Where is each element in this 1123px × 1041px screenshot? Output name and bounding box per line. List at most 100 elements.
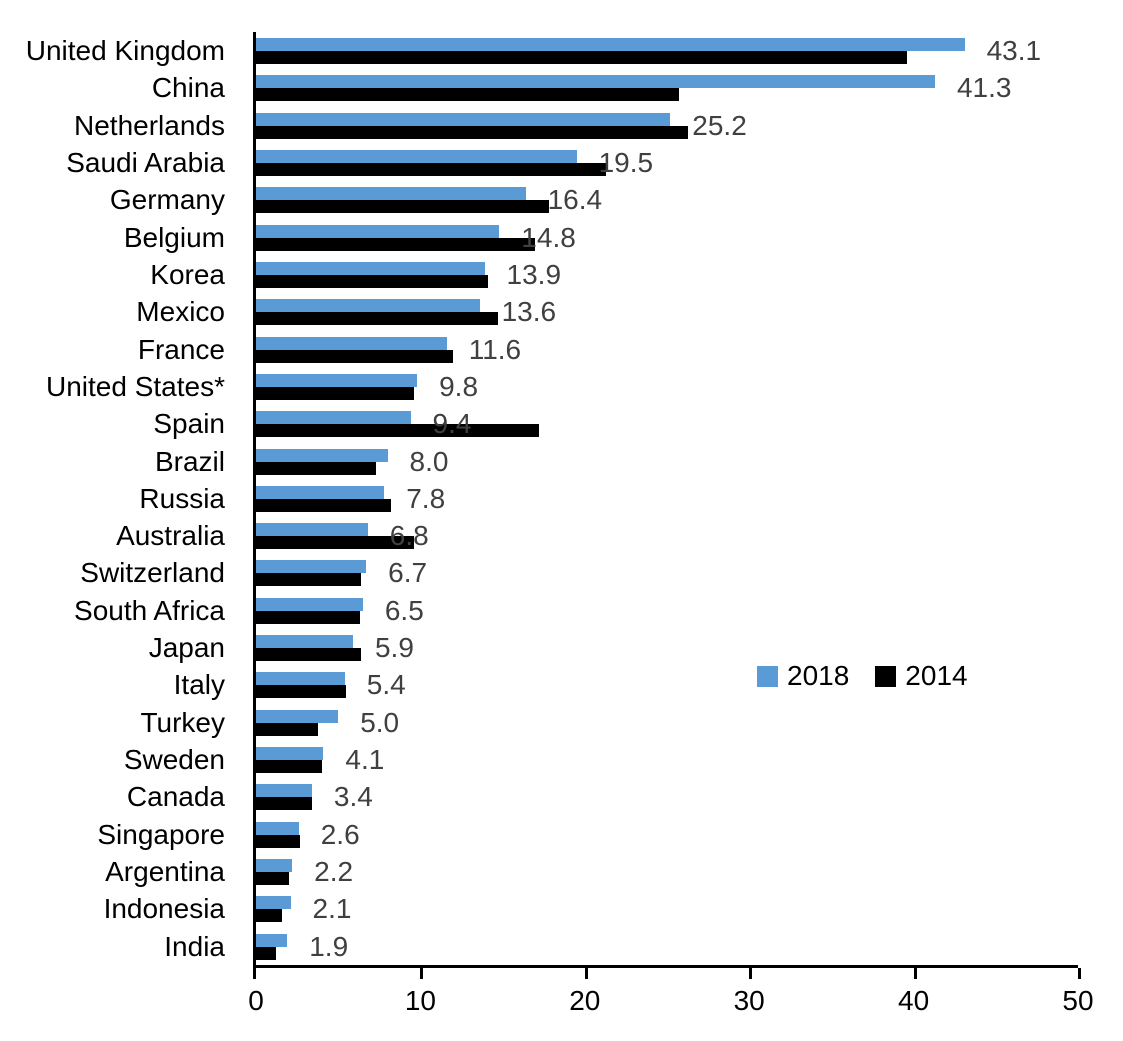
- bar-2018: [256, 933, 288, 947]
- category-label: Indonesia: [103, 893, 225, 925]
- plot-area: 43.1 41.3 25.2 19.5 16.4 14.8 13.9 13.6 11.6 9.8 9…: [248, 32, 1094, 1016]
- bar-2014: [256, 797, 312, 811]
- bar-2014: [256, 312, 498, 326]
- value-label: 6.7: [388, 557, 428, 589]
- bar-2018: [256, 411, 411, 425]
- bar-2014: [256, 162, 607, 176]
- legend-item-2018: 2018: [757, 661, 849, 691]
- value-label: 14.8: [521, 221, 576, 253]
- value-label: 2.6: [320, 818, 360, 850]
- x-axis-tick-label: 50: [1062, 985, 1094, 1016]
- category-label: Brazil: [154, 445, 225, 477]
- x-axis-tick-label: 10: [404, 985, 436, 1016]
- x-axis-tick-label: 20: [569, 985, 601, 1016]
- bar-2014: [256, 424, 539, 438]
- bar-2018: [256, 149, 577, 163]
- x-axis-tick-label: 40: [898, 985, 930, 1016]
- value-label: 6.5: [384, 594, 424, 626]
- category-label: Australia: [116, 520, 225, 552]
- bar-2018: [256, 336, 447, 350]
- bar-2014: [256, 685, 347, 699]
- bar-2014: [256, 760, 322, 774]
- value-label: 16.4: [547, 184, 603, 216]
- bar-2014: [256, 51, 908, 64]
- value-label: 5.4: [366, 669, 406, 701]
- category-label: South Africa: [74, 594, 225, 626]
- bar-2014: [256, 274, 488, 288]
- x-axis-tick-label: 30: [733, 985, 765, 1016]
- bar-2018: [256, 38, 965, 51]
- legend-swatch-2018: [757, 665, 778, 687]
- value-label: 25.2: [692, 109, 747, 141]
- bar-2014: [256, 88, 679, 102]
- category-label: Argentina: [105, 856, 225, 888]
- bar-2018: [256, 299, 480, 313]
- value-label: 5.9: [374, 632, 414, 664]
- bar-2014: [256, 872, 289, 886]
- category-label: Sweden: [123, 744, 225, 776]
- value-label: 1.9: [309, 930, 349, 962]
- bar-2018: [256, 112, 671, 126]
- bar-2014: [256, 722, 319, 736]
- category-label: China: [151, 72, 225, 104]
- category-label: Spain: [153, 408, 225, 440]
- legend: 2018 2014: [757, 661, 968, 691]
- bar-2014: [256, 125, 689, 139]
- bar-2014: [256, 200, 549, 214]
- category-label: Turkey: [140, 706, 225, 738]
- x-axis-tick: [420, 968, 424, 979]
- bar-2018: [256, 635, 353, 649]
- value-label: 43.1: [986, 35, 1042, 66]
- bar-2014: [256, 573, 362, 587]
- category-label: India: [164, 930, 225, 962]
- bar-2018: [256, 373, 418, 387]
- value-label: 19.5: [598, 146, 654, 178]
- bar-2014: [256, 237, 536, 251]
- legend-item-2014: 2014: [875, 660, 968, 691]
- bar-2018: [256, 859, 293, 873]
- bar-2014: [256, 498, 391, 512]
- category-label: Singapore: [97, 818, 225, 850]
- category-label: Belgium: [123, 221, 225, 253]
- bar-2014: [256, 909, 283, 923]
- category-label: Saudi Arabia: [66, 146, 225, 178]
- bar-2014: [256, 386, 414, 400]
- x-axis-tick: [913, 968, 917, 979]
- value-label: 5.0: [360, 706, 400, 738]
- value-label: 13.6: [501, 296, 557, 328]
- bar-2018: [256, 523, 368, 537]
- category-label: Korea: [150, 258, 225, 290]
- category-label: Japan: [148, 632, 225, 664]
- value-label: 41.3: [956, 72, 1012, 104]
- legend-label-2014: 2014: [905, 660, 968, 691]
- bar-2018: [256, 485, 385, 499]
- value-label: 11.6: [468, 333, 522, 365]
- bar-2018: [256, 896, 291, 910]
- bar-2014: [256, 946, 276, 960]
- value-label: 3.4: [333, 781, 373, 813]
- category-label: Switzerland: [80, 557, 225, 589]
- bar-2014: [256, 349, 454, 363]
- bar-2018: [256, 75, 935, 89]
- value-label: 7.8: [406, 482, 446, 514]
- category-label: United States*: [46, 370, 225, 402]
- category-label: Italy: [173, 669, 225, 701]
- bar-2018: [256, 448, 388, 462]
- bar-2018: [256, 709, 339, 723]
- bar-2018: [256, 597, 363, 611]
- value-label: 6.8: [389, 520, 429, 552]
- legend-label-2018: 2018: [787, 660, 850, 691]
- value-label: 13.9: [506, 258, 562, 290]
- bar-2018: [256, 672, 345, 686]
- category-label: Germany: [109, 184, 225, 216]
- bar-2018: [256, 187, 526, 201]
- bar-2014: [256, 610, 360, 624]
- category-label: Russia: [139, 482, 225, 514]
- category-label: Canada: [126, 781, 225, 813]
- x-axis-tick: [253, 968, 256, 979]
- category-label: United Kingdom: [25, 35, 225, 66]
- value-label: 2.2: [314, 856, 354, 888]
- x-axis-tick: [749, 968, 753, 979]
- bar-2018: [256, 784, 312, 798]
